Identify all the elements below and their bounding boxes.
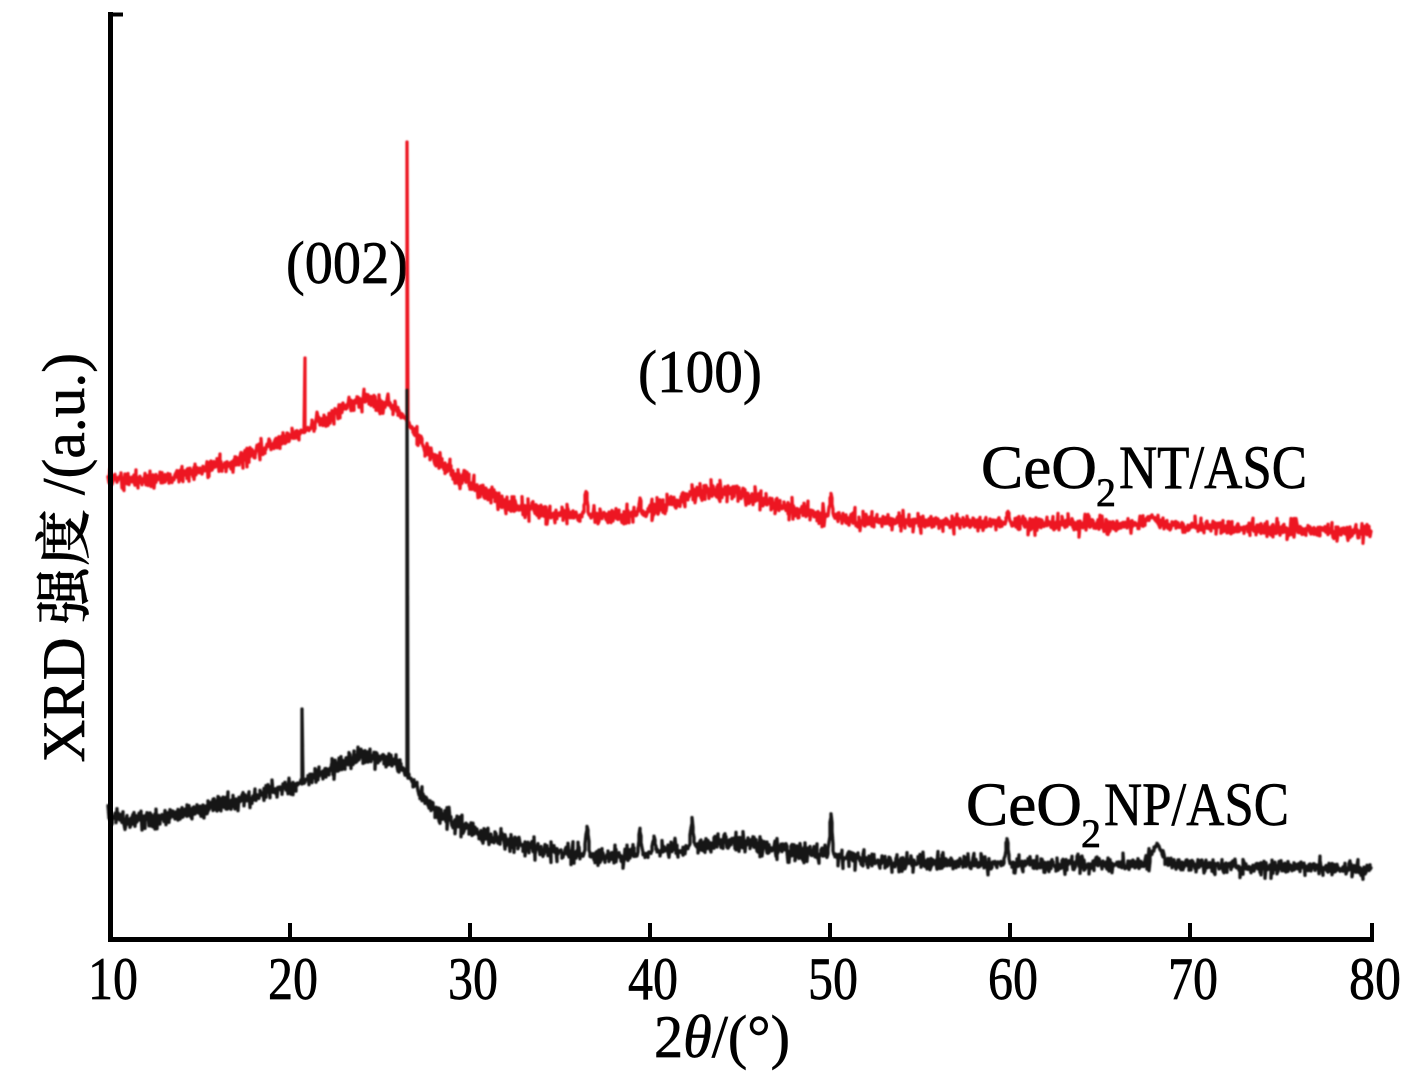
svg-text:/(a.u.): /(a.u.)	[31, 353, 97, 495]
svg-text:70: 70	[1168, 946, 1218, 1012]
svg-text:20: 20	[268, 946, 318, 1012]
svg-text:2θ/(°): 2θ/(°)	[654, 1004, 790, 1070]
svg-text:80: 80	[1349, 946, 1401, 1012]
svg-text:(002): (002)	[286, 230, 408, 296]
svg-text:CeO2NT/ASC: CeO2NT/ASC	[981, 435, 1307, 515]
svg-text:50: 50	[808, 946, 858, 1012]
svg-text:40: 40	[628, 946, 678, 1012]
svg-text:(100): (100)	[638, 339, 762, 405]
svg-text:60: 60	[988, 946, 1038, 1012]
svg-text:CeO2NP/ASC: CeO2NP/ASC	[966, 772, 1289, 856]
svg-text:10: 10	[88, 946, 138, 1012]
svg-text:XRD: XRD	[31, 638, 97, 763]
svg-text:30: 30	[448, 946, 498, 1012]
